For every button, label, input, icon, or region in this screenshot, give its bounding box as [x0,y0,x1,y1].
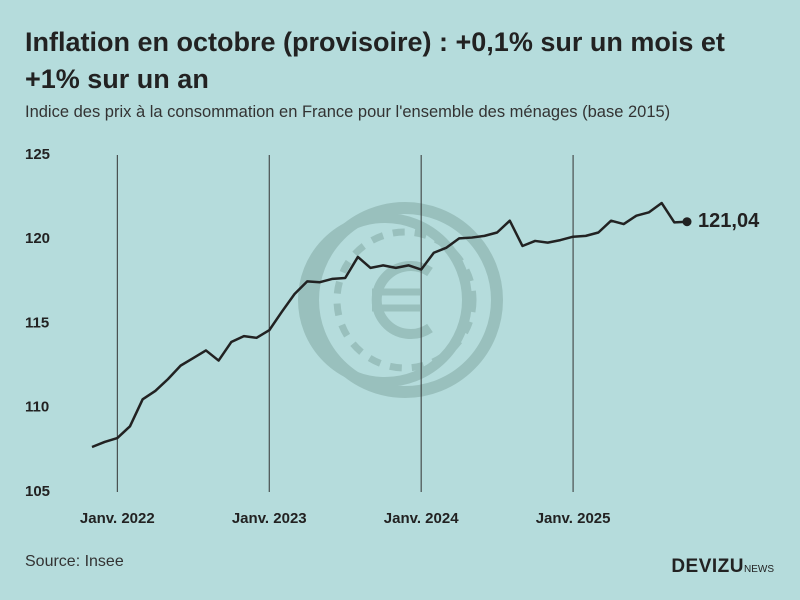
x-tick-label: Janv. 2025 [536,510,611,527]
chart-title: Inflation en octobre (provisoire) : +0,1… [25,27,725,94]
y-tick-label: 120 [25,230,50,247]
x-tick-label: Janv. 2023 [232,510,307,527]
brand-name: DEVIZU [671,556,744,577]
line [91,201,688,449]
source: Source: Insee [25,553,124,570]
y-tick-label: 125 [25,146,50,163]
x-tick-label: Janv. 2024 [384,510,459,527]
x-tick-label: Janv. 2022 [80,510,155,527]
brand-suffix: NEWS [744,564,774,575]
y-tick-label: 115 [25,314,49,331]
y-tick-label: 105 [25,483,50,500]
end-point [682,217,692,227]
y-tick-label: 110 [25,399,49,416]
chart-subtitle: Indice des prix à la consommation en Fra… [25,103,671,121]
coin-watermark [298,202,503,398]
value-label: 121,04 [698,210,760,232]
brand: DEVIZUNEWS [671,556,774,578]
